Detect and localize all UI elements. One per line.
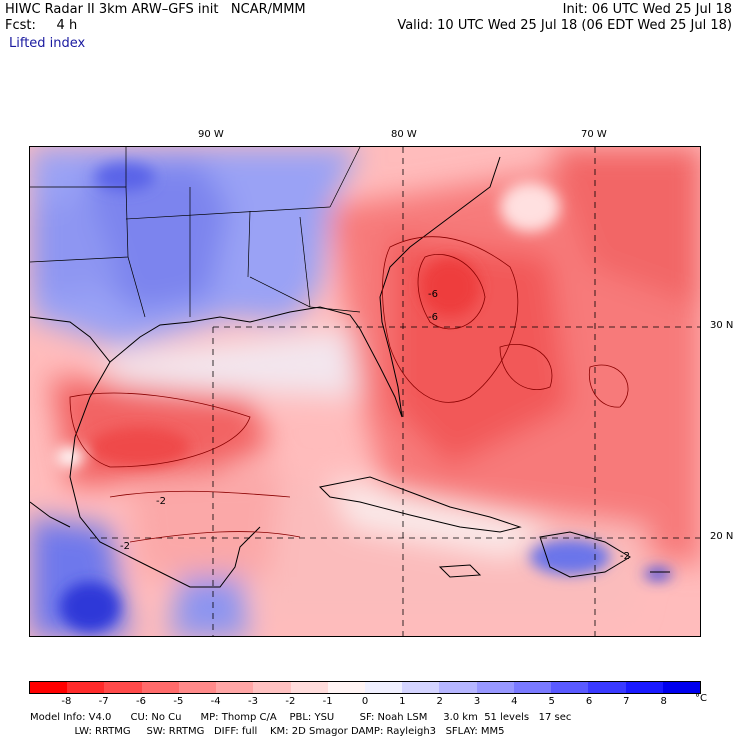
color-scale-tick: -1 [322,696,333,707]
lat-label-30n: 30 N [710,320,734,331]
color-scale-tick: 3 [473,696,481,707]
contour-label: -2 [120,541,130,552]
color-scale-swatch [402,682,440,693]
valid-time: Valid: 10 UTC Wed 25 Jul 18 (06 EDT Wed … [397,18,732,33]
color-scale-tick: 5 [548,696,555,707]
color-scale-tick: -6 [136,696,146,707]
lon-label-70w: 70 W [581,129,607,140]
init-time: Init: 06 UTC Wed 25 Jul 18 [562,2,732,17]
color-scale-swatch [513,682,552,693]
field-name: Lifted index [9,36,86,51]
color-scale-tick: 4 [511,696,518,707]
lifted-index-map: -6 -6 -2 -2 -2 [29,146,701,637]
color-scale-swatch [216,682,254,693]
map-title: HIWC Radar II 3km ARW–GFS init NCAR/MMM [5,2,306,17]
contour-label: -2 [156,496,166,507]
color-scale-swatch [588,682,626,693]
color-scale-tick: 7 [623,696,630,707]
color-scale-tick: 8 [660,696,667,707]
lon-label-90w: 90 W [198,129,224,140]
color-scale-swatch [364,682,403,693]
color-scale-swatch [141,682,179,693]
color-scale-tick: 2 [436,696,443,707]
color-scale-tick: -3 [248,696,258,707]
color-scale-tick: -5 [173,696,184,707]
color-scale-swatch [30,682,68,693]
color-scale-swatch [551,682,589,693]
unit-label: °C [695,693,707,704]
color-scale-swatch [178,682,217,693]
color-scale-swatch [253,682,291,693]
color-scale-swatch [662,682,700,693]
contour-label: -6 [428,312,438,323]
color-scale-swatch [104,682,142,693]
color-scale-swatch [476,682,514,693]
model-info-line1: Model Info: V4.0 CU: No Cu MP: Thomp C/A… [30,712,572,723]
color-scale-swatch [625,682,663,693]
color-scale-tick: 0 [361,696,369,707]
lon-label-80w: 80 W [391,129,417,140]
color-scale-tick: 1 [399,696,406,707]
color-scale-tick: -8 [61,696,72,707]
color-scale-swatch [290,682,328,693]
color-scale-tick: -7 [98,696,109,707]
forecast-hour: Fcst: 4 h [5,18,78,33]
color-scale-tick: -2 [285,696,296,707]
color-scale-tick: 6 [585,696,593,707]
color-scale-swatch [439,682,477,693]
model-info-line2: LW: RRTMG SW: RRTMG DIFF: full KM: 2D Sm… [30,726,505,737]
contour-label: -2 [620,551,630,562]
lat-label-20n: 20 N [710,531,734,542]
color-scale-swatch [67,682,105,693]
color-scale-swatch [327,682,365,693]
color-scale-tick: -4 [210,696,221,707]
contour-label: -6 [428,289,438,300]
color-scale [29,681,701,694]
